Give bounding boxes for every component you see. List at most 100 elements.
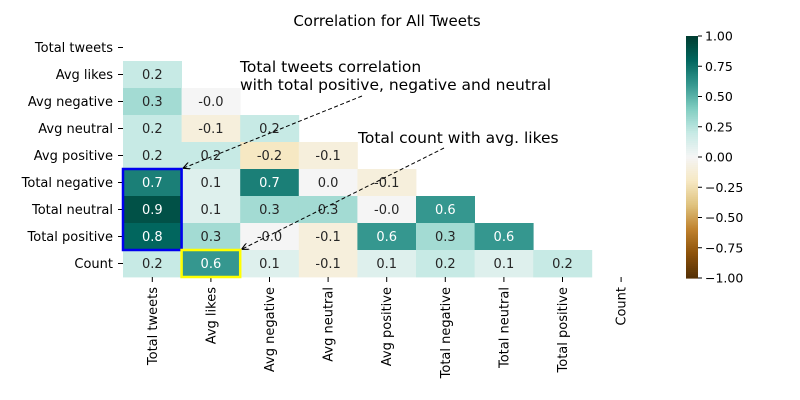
heatmap-cell [123,196,182,224]
colorbar-segment [686,157,698,160]
colorbar-tick-label: −0.50 [705,210,743,225]
colorbar-segment [686,78,698,81]
colorbar-segment [686,225,698,229]
x-tick-label: Count [615,287,630,326]
colorbar: 1.00 0.75 0.50 0.25 0.00 −0.25 −0.50 −0.75 −1.00 [686,29,743,286]
heatmap-cell [123,88,182,116]
heatmap-cells: 0.2 0.3 -0.0 0.2 -0.1 0.2 0.2 0.2 -0.2 -0.1 0.7 0.1… [123,61,593,278]
cell-value-label: 0.1 [494,257,515,272]
colorbar-segment [686,253,698,257]
colorbar-segment [686,46,698,49]
cell-value-label: 0.1 [376,257,397,272]
colorbar-segment [686,243,698,247]
x-tick-label: Total negative [439,287,454,379]
highlight-box [180,248,242,279]
colorbar-segment [686,245,698,249]
colorbar-segment [686,36,698,39]
colorbar-segment [686,56,698,59]
colorbar-segment [686,241,698,245]
colorbar-segment [686,165,698,168]
cell-value-label: 0.3 [201,230,222,245]
heatmap-cell [181,88,241,116]
colorbar-segment [686,148,698,152]
colorbar-segment [686,108,698,112]
colorbar-segment [686,116,698,120]
cell-value-label: 0.3 [142,95,163,110]
cell-value-label: -0.1 [374,176,399,191]
colorbar-segment [686,233,698,237]
colorbar-segment [686,197,698,200]
colorbar-segment [686,169,698,172]
colorbar-segment [686,58,698,61]
colorbar-segment [686,173,698,176]
heatmap-cell [474,223,534,251]
y-tick-label: Avg neutral [38,122,113,137]
colorbar-segment [686,138,698,142]
x-tick-label: Total positive [556,287,571,373]
colorbar-tick-label: −0.25 [705,180,743,195]
colorbar-segment [686,144,698,148]
cell-value-label: 0.6 [201,257,222,272]
y-tick-label: Total tweets [34,41,113,56]
colorbar-segment [686,239,698,243]
cell-value-label: -0.0 [198,95,223,110]
colorbar-segment [686,251,698,255]
colorbar-segment [686,48,698,51]
colorbar-tick-label: −0.75 [705,240,743,255]
colorbar-segment [686,68,698,71]
x-tick-label: Avg negative [263,287,278,372]
colorbar-segment [686,201,698,204]
colorbar-segment [686,261,698,265]
colorbar-segment [686,126,698,130]
colorbar-segment [686,50,698,53]
heatmap-cell [298,169,358,197]
colorbar-segment [686,187,698,190]
heatmap-cell [416,196,475,224]
colorbar-segment [686,88,698,92]
colorbar-segment [686,217,698,221]
colorbar-segment [686,118,698,122]
cell-value-label: 0.2 [552,257,573,272]
heatmap-cell [181,223,241,251]
colorbar-segment [686,38,698,41]
colorbar-tick-label: 0.75 [705,59,733,74]
colorbar-segment [686,92,698,96]
colorbar-segment [686,249,698,253]
heatmap-cell [357,250,417,278]
heatmap-cell [357,169,417,197]
heatmap-cell [298,142,358,170]
colorbar-segment [686,64,698,67]
colorbar-segment [686,84,698,88]
x-tick-labels: Total tweets Avg likes Avg negative Avg neu… [146,277,630,379]
colorbar-segment [686,70,698,73]
cell-value-label: 0.3 [259,203,280,218]
cell-value-label: 0.8 [142,230,163,245]
colorbar-segment [686,94,698,98]
colorbar-segment [686,142,698,146]
highlight-boxes [121,167,242,279]
colorbar-segment [686,171,698,174]
colorbar-segment [686,154,698,158]
heatmap-cell [240,196,300,224]
colorbar-segment [686,219,698,223]
colorbar-segment [686,175,698,178]
colorbar-segment [686,42,698,45]
cell-value-label: 0.2 [259,122,280,137]
cell-value-label: 0.6 [494,230,515,245]
cell-value-label: 0.2 [435,257,456,272]
heatmap-cell [123,250,182,278]
colorbar-segment [686,76,698,79]
colorbar-segment [686,263,698,267]
cell-value-label: 0.2 [142,122,163,137]
colorbar-segment [686,96,698,100]
heatmap-cell [240,142,300,170]
colorbar-segment [686,112,698,116]
colorbar-segment [686,106,698,110]
colorbar-segment [686,44,698,47]
colorbar-segment [686,193,698,196]
colorbar-segment [686,152,698,156]
colorbar-segment [686,159,698,162]
y-tick-label: Avg positive [34,149,113,164]
colorbar-segment [686,273,698,277]
